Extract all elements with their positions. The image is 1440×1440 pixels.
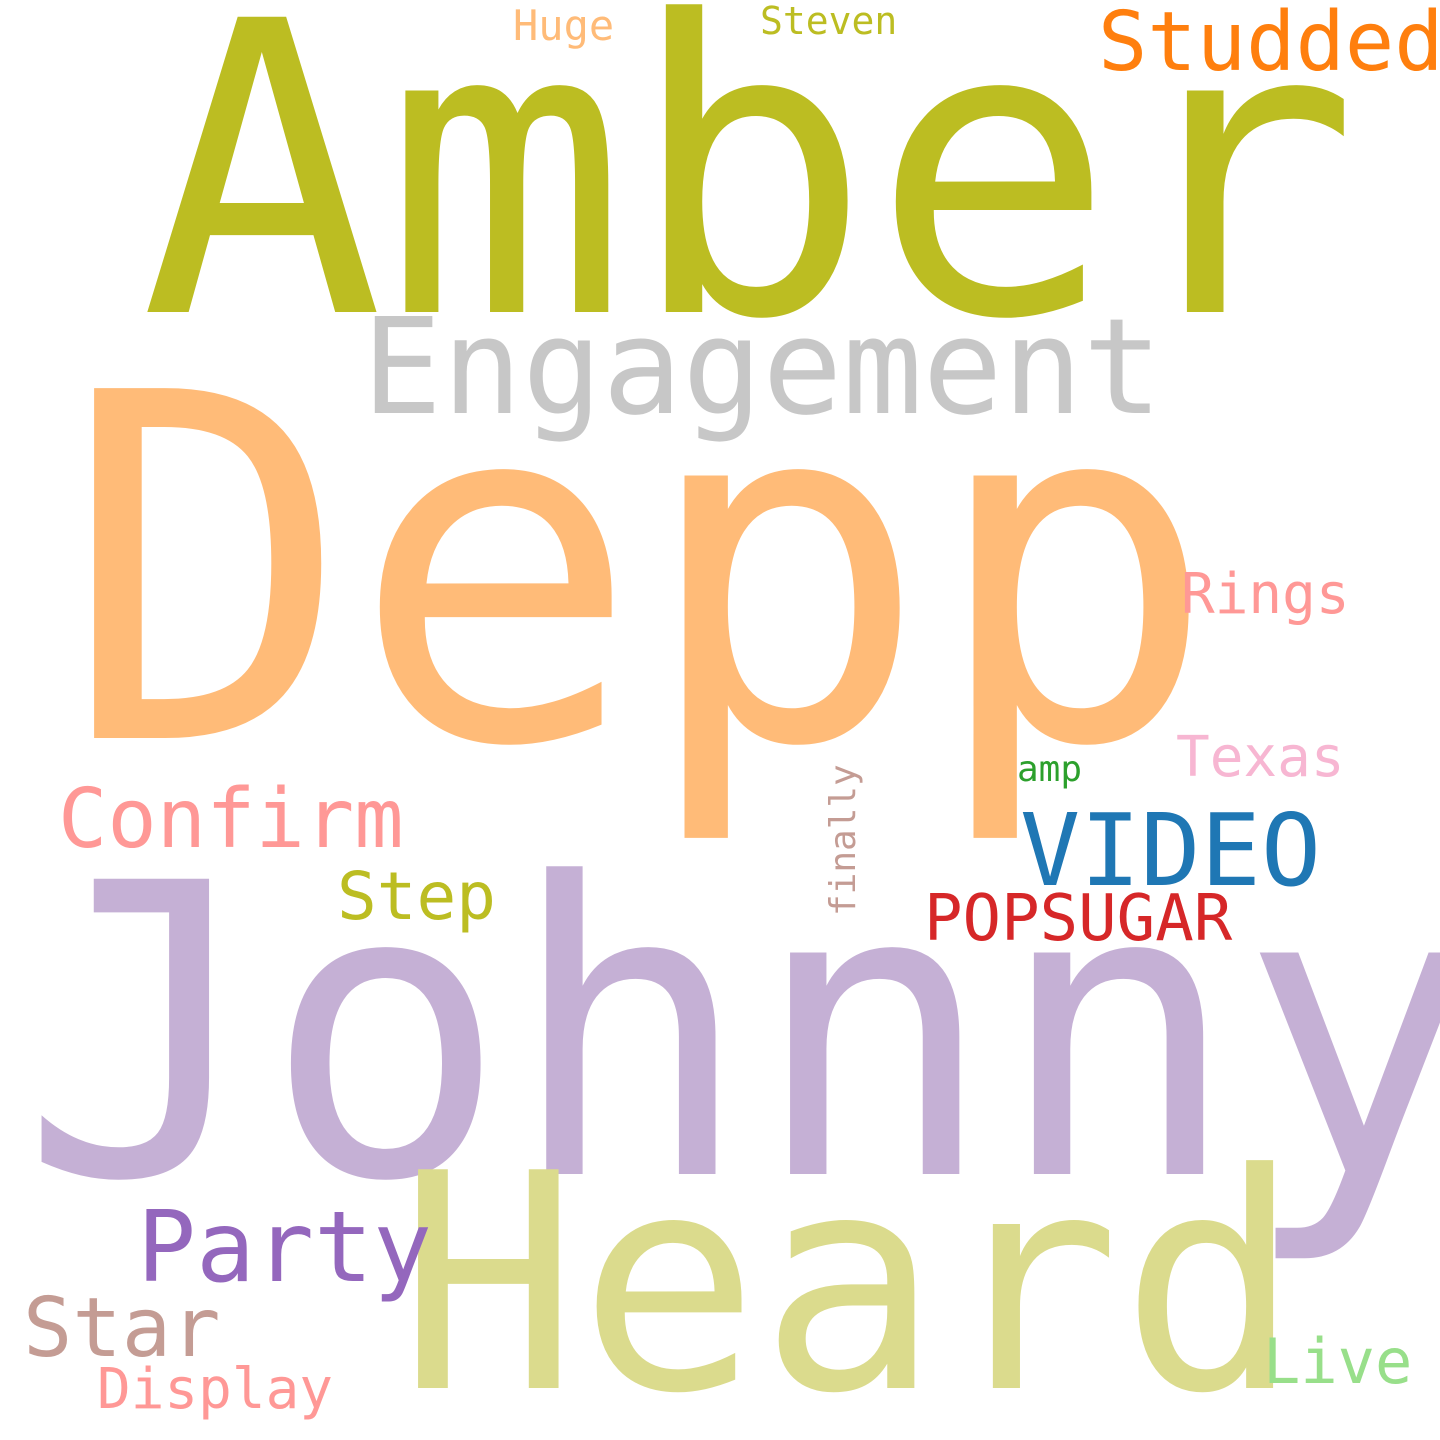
word-rings: Rings xyxy=(1181,562,1350,627)
word-huge: Huge xyxy=(513,1,614,50)
word-display: Display xyxy=(97,1357,333,1422)
word-video: VIDEO xyxy=(1020,792,1321,909)
word-engagement: Engagement xyxy=(362,291,1163,445)
word-studded: Studded xyxy=(1098,0,1440,90)
word-confirm: Confirm xyxy=(58,772,404,867)
word-depp: Depp xyxy=(62,293,1218,852)
word-johnny: Johnny xyxy=(20,798,1440,1270)
word-popsugar: POPSUGAR xyxy=(924,882,1233,956)
word-step: Step xyxy=(337,858,496,935)
word-party: Party xyxy=(137,1191,432,1305)
word-heard: Heard xyxy=(398,1110,1301,1440)
word-live: Live xyxy=(1263,1325,1412,1398)
word-amber: Amber xyxy=(140,0,1359,408)
word-amp: amp xyxy=(1017,749,1082,790)
word-star: Star xyxy=(23,1281,220,1376)
word-finally: finally xyxy=(823,764,864,916)
word-texas: Texas xyxy=(1176,725,1345,790)
word-steven: Steven xyxy=(760,0,897,43)
